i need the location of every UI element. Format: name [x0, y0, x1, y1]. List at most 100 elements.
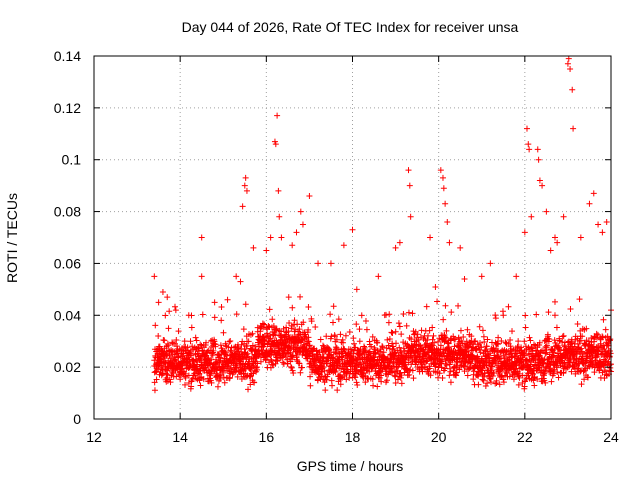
data-point	[169, 339, 176, 346]
data-point	[519, 379, 526, 386]
data-point	[290, 369, 297, 376]
data-point	[492, 312, 499, 319]
data-point	[296, 360, 303, 367]
x-axis-label: GPS time / hours	[297, 458, 404, 474]
data-point	[172, 307, 179, 314]
data-point	[398, 380, 405, 387]
data-point	[363, 326, 370, 333]
data-point	[507, 337, 514, 344]
data-point	[446, 372, 453, 379]
data-point	[306, 360, 313, 367]
data-point	[539, 182, 546, 189]
data-point	[516, 374, 523, 381]
data-point	[527, 337, 534, 344]
data-point	[365, 349, 372, 356]
data-point	[293, 356, 300, 363]
data-point	[461, 275, 468, 282]
data-point	[310, 362, 317, 369]
data-point	[386, 336, 393, 343]
data-point	[492, 360, 499, 367]
x-tick-label: 14	[172, 429, 188, 445]
data-point	[407, 213, 414, 220]
data-point	[452, 336, 459, 343]
data-point	[332, 344, 339, 351]
data-point	[173, 373, 180, 380]
data-point	[515, 381, 522, 388]
data-point	[603, 371, 610, 378]
data-point	[331, 333, 338, 340]
data-point	[305, 303, 312, 310]
data-point	[151, 273, 158, 280]
data-point	[188, 352, 195, 359]
data-point	[405, 309, 412, 316]
data-point	[534, 146, 541, 153]
data-point	[164, 371, 171, 378]
data-point	[478, 273, 485, 280]
data-point	[288, 356, 295, 363]
data-point	[370, 382, 377, 389]
data-point	[427, 234, 434, 241]
data-point	[274, 112, 281, 119]
data-point	[353, 286, 360, 293]
data-point	[356, 326, 363, 333]
data-point	[327, 260, 334, 267]
data-point	[392, 328, 399, 335]
data-point	[299, 221, 306, 228]
data-point	[435, 338, 442, 345]
data-point	[192, 372, 199, 379]
data-point	[561, 342, 568, 349]
x-tick-label: 24	[603, 429, 619, 445]
data-point	[159, 288, 166, 295]
data-point	[352, 344, 359, 351]
data-point	[388, 329, 395, 336]
data-point	[265, 323, 272, 330]
data-point	[323, 376, 330, 383]
data-point	[227, 347, 234, 354]
data-point	[249, 330, 256, 337]
data-point	[392, 244, 399, 251]
data-point	[326, 346, 333, 353]
data-point	[535, 156, 542, 163]
data-point	[208, 379, 215, 386]
data-point	[477, 349, 484, 356]
data-point	[212, 341, 219, 348]
data-point	[218, 317, 225, 324]
data-point	[533, 311, 540, 318]
data-point	[529, 345, 536, 352]
data-point	[439, 375, 446, 382]
data-point	[306, 342, 313, 349]
data-point	[379, 344, 386, 351]
data-point	[427, 372, 434, 379]
data-point	[245, 338, 252, 345]
data-point	[453, 365, 460, 372]
data-point	[315, 260, 322, 267]
data-point	[263, 247, 270, 254]
y-tick-label: 0	[73, 411, 81, 427]
data-point	[182, 374, 189, 381]
data-point	[286, 320, 293, 327]
data-point	[164, 294, 171, 301]
data-point	[455, 334, 462, 341]
data-point	[270, 322, 277, 329]
data-point	[340, 339, 347, 346]
data-point	[479, 327, 486, 334]
data-point	[366, 368, 373, 375]
data-point	[436, 335, 443, 342]
data-point	[226, 338, 233, 345]
data-point	[531, 382, 538, 389]
data-point	[409, 310, 416, 317]
data-point	[237, 278, 244, 285]
data-point	[551, 312, 558, 319]
data-point	[548, 378, 555, 385]
data-point	[410, 375, 417, 382]
data-point	[522, 312, 529, 319]
data-point	[161, 358, 168, 365]
data-point	[204, 348, 211, 355]
data-point	[282, 353, 289, 360]
data-point	[199, 347, 206, 354]
data-point	[214, 383, 221, 390]
data-point	[167, 355, 174, 362]
data-point	[601, 375, 608, 382]
data-point	[305, 326, 312, 333]
data-point	[601, 346, 608, 353]
